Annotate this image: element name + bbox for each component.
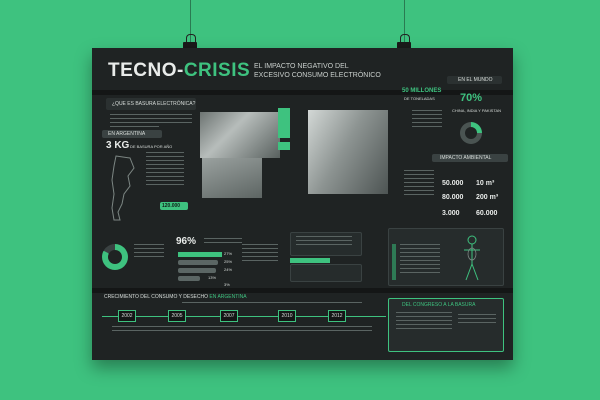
timeline-notes [182, 302, 362, 306]
hanging-string-left [190, 0, 191, 42]
year-marker: 2012 [328, 310, 346, 322]
basura-question-box [106, 98, 196, 110]
list-box-2-header [290, 258, 330, 263]
pct-5: 3% [224, 282, 230, 287]
donut-hole [465, 127, 477, 139]
argentina-header-label: EN ARGENTINA [108, 131, 146, 137]
pct96: 96% [176, 236, 197, 247]
n200m: 200 m³ [476, 194, 499, 201]
hanging-string-right [404, 0, 405, 42]
exclamation-dot [278, 142, 290, 150]
n60000: 60.000 [476, 210, 498, 217]
pct-3: 24% [224, 267, 233, 272]
millones-note: DE TONELADAS [404, 96, 435, 101]
intro-text [110, 114, 192, 130]
bar-2 [178, 260, 218, 265]
infographic-poster: TECNO-CRISIS EL IMPACTO NEGATIVO DEL EXC… [92, 48, 513, 360]
crecimiento-header: CRECIMIENTO DEL CONSUMO Y DESECHO EN ARG… [104, 294, 247, 300]
list-box-1-text [296, 236, 352, 248]
timeline-axis [102, 316, 386, 317]
donut-left-legend [134, 244, 164, 260]
pct70-note: CHINA, INDIA Y PAKISTAN [452, 108, 502, 113]
n10m: 10 m³ [476, 180, 495, 187]
year-marker: 2005 [168, 310, 186, 322]
millones-value: 50 MILLONES [402, 88, 442, 94]
stat-box [160, 202, 188, 210]
impacto-header [432, 154, 508, 162]
mundo-header [447, 76, 502, 84]
binder-clip-right-icon [397, 34, 411, 52]
congreso-text [396, 312, 452, 332]
desktop-tower-photo [202, 158, 262, 198]
basura-question: ¿QUE ES BASURA ELECTRÓNICA? [112, 101, 196, 107]
argentina-stats-list [146, 152, 184, 188]
pct-4: 13% [208, 275, 217, 280]
health-list-col [392, 244, 396, 280]
bar-3 [178, 268, 216, 273]
year-marker: 2010 [278, 310, 296, 322]
pct70-value: 70% [460, 92, 483, 104]
congreso-header: DEL CONGRESO A LA BASURA [402, 302, 476, 308]
list-box-2 [290, 264, 362, 282]
stat-120: 120.000 [162, 203, 181, 209]
n3000: 3.000 [442, 210, 460, 217]
binder-clip-left-icon [183, 34, 197, 52]
n80000: 80.000 [442, 194, 464, 201]
divider [92, 90, 513, 95]
year-marker: 2002 [118, 310, 136, 322]
impacto-header-label: IMPACTO AMBIENTAL [440, 155, 492, 161]
exclamation-mark-icon [278, 108, 290, 138]
n50000: 50.000 [442, 180, 464, 187]
kg-value: 3 KG [106, 140, 130, 151]
page-title: TECNO-CRISIS [108, 60, 251, 81]
pct96-text [204, 238, 242, 246]
argentina-map-icon [111, 155, 135, 221]
mundo-header-label: EN EL MUNDO [458, 77, 493, 83]
bars-text [242, 244, 278, 264]
computer-monitors-photo [200, 112, 280, 158]
keyboards-photo [308, 110, 388, 194]
bar-4 [178, 276, 200, 281]
bar-1 [178, 252, 222, 257]
donut-hole [108, 250, 122, 264]
congreso-box [388, 298, 504, 352]
subtitle-line2: EXCESIVO CONSUMO ELECTRÓNICO [254, 72, 381, 79]
mundo-list [412, 110, 442, 130]
human-body-icon [464, 235, 480, 281]
pct-1: 27% [224, 251, 233, 256]
pct-2: 25% [224, 259, 233, 264]
health-list [400, 244, 440, 276]
year-marker: 2007 [220, 310, 238, 322]
health-panel [388, 228, 504, 286]
argentina-header [102, 130, 162, 138]
subtitle-line1: EL IMPACTO NEGATIVO DEL [254, 63, 349, 70]
timeline-notes [112, 326, 372, 334]
kg-note: DE BASURA POR AÑO [130, 144, 173, 149]
divider [92, 288, 513, 293]
congreso-side [458, 314, 496, 326]
impacto-text [404, 170, 434, 198]
